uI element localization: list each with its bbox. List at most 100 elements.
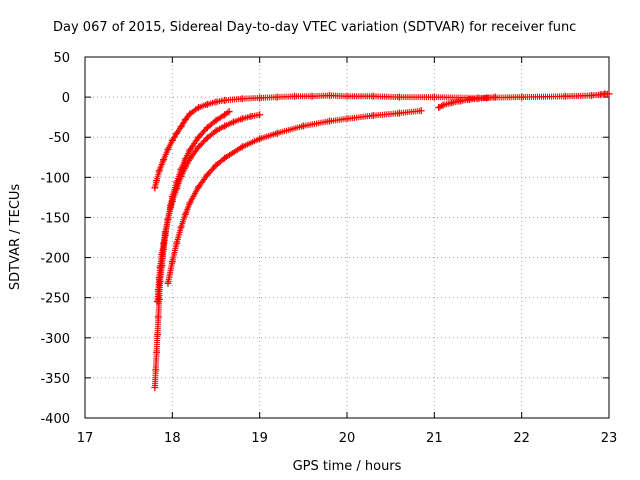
data-point (343, 115, 351, 123)
data-point (212, 127, 220, 135)
data-point (151, 384, 159, 392)
data-point (177, 223, 185, 231)
data-point (154, 286, 162, 294)
data-point (561, 92, 569, 100)
series-track-1 (151, 90, 613, 192)
data-point (457, 97, 465, 105)
data-point (177, 173, 185, 181)
data-point (491, 93, 499, 101)
data-point (483, 94, 491, 102)
series-track-3 (153, 111, 264, 306)
data-point (395, 93, 403, 101)
data-point (221, 154, 229, 162)
data-point (181, 116, 189, 124)
data-point (173, 129, 181, 137)
data-point (430, 93, 438, 101)
x-tick-label: 17 (77, 431, 94, 446)
data-point (299, 122, 307, 130)
x-axis-label: GPS time / hours (293, 459, 402, 474)
data-point (155, 274, 163, 282)
data-point (195, 133, 203, 141)
data-series (151, 90, 613, 392)
data-point (181, 210, 189, 218)
data-point (173, 185, 181, 193)
series-track-2 (151, 108, 233, 392)
data-point (229, 118, 237, 126)
x-tick-label: 21 (426, 431, 443, 446)
y-tick-label: -50 (49, 131, 70, 146)
data-point (273, 129, 281, 137)
series-track-5 (435, 93, 499, 112)
data-point (326, 117, 334, 125)
data-point (256, 111, 264, 119)
data-point (167, 204, 175, 212)
data-point (291, 92, 299, 100)
data-point (439, 101, 447, 109)
data-point (158, 250, 166, 258)
data-point (181, 163, 189, 171)
data-point (154, 313, 162, 321)
x-tick-label: 18 (164, 431, 181, 446)
grid-lines (85, 57, 609, 418)
data-point (273, 93, 281, 101)
chart-title: Day 067 of 2015, Sidereal Day-to-day VTE… (53, 20, 576, 35)
data-point (605, 90, 613, 98)
data-point (186, 199, 194, 207)
data-point (195, 143, 203, 151)
data-point (164, 279, 172, 287)
data-point (238, 95, 246, 103)
x-tick-label: 19 (251, 431, 268, 446)
data-point (186, 110, 194, 118)
data-point (173, 239, 181, 247)
data-point (153, 331, 161, 339)
axis-ticks (84, 56, 610, 419)
y-tick-labels: 50 0 -50 -100 -150 -200 -250 -300 -350 -400 (40, 51, 70, 427)
data-point (596, 91, 604, 99)
y-tick-label: -300 (40, 332, 70, 347)
data-point (369, 112, 377, 120)
data-point (417, 107, 425, 115)
data-point (186, 155, 194, 163)
data-point (435, 104, 443, 112)
y-tick-label: -350 (40, 372, 70, 387)
x-tick-label: 20 (339, 431, 356, 446)
data-point (160, 239, 168, 247)
data-point (238, 115, 246, 123)
data-point (308, 92, 316, 100)
data-point (203, 134, 211, 142)
data-point (156, 263, 164, 271)
data-point (168, 197, 176, 205)
data-point (203, 124, 211, 132)
data-point (256, 135, 264, 143)
y-tick-label: -400 (40, 412, 70, 427)
data-point (474, 95, 482, 103)
data-point (212, 116, 220, 124)
data-point (186, 146, 194, 154)
data-point (203, 171, 211, 179)
data-point (221, 96, 229, 104)
data-point (343, 92, 351, 100)
data-point (161, 228, 169, 236)
x-tick-label: 23 (601, 431, 618, 446)
data-point (153, 348, 161, 356)
data-point (256, 94, 264, 102)
data-point (203, 100, 211, 108)
y-tick-label: 50 (53, 51, 70, 66)
data-point (238, 143, 246, 151)
data-point (168, 258, 176, 266)
data-point (448, 99, 456, 107)
data-point (588, 92, 596, 100)
data-point (155, 167, 163, 175)
data-point (153, 298, 161, 306)
data-point (225, 108, 233, 116)
data-point (164, 145, 172, 153)
data-point (221, 111, 229, 119)
x-tick-labels: 17 18 19 20 21 22 23 (77, 431, 618, 446)
data-point (518, 93, 526, 101)
y-axis-label: SDTVAR / TECUs (8, 184, 23, 291)
data-point (465, 96, 473, 104)
data-point (212, 161, 220, 169)
data-point (168, 136, 176, 144)
